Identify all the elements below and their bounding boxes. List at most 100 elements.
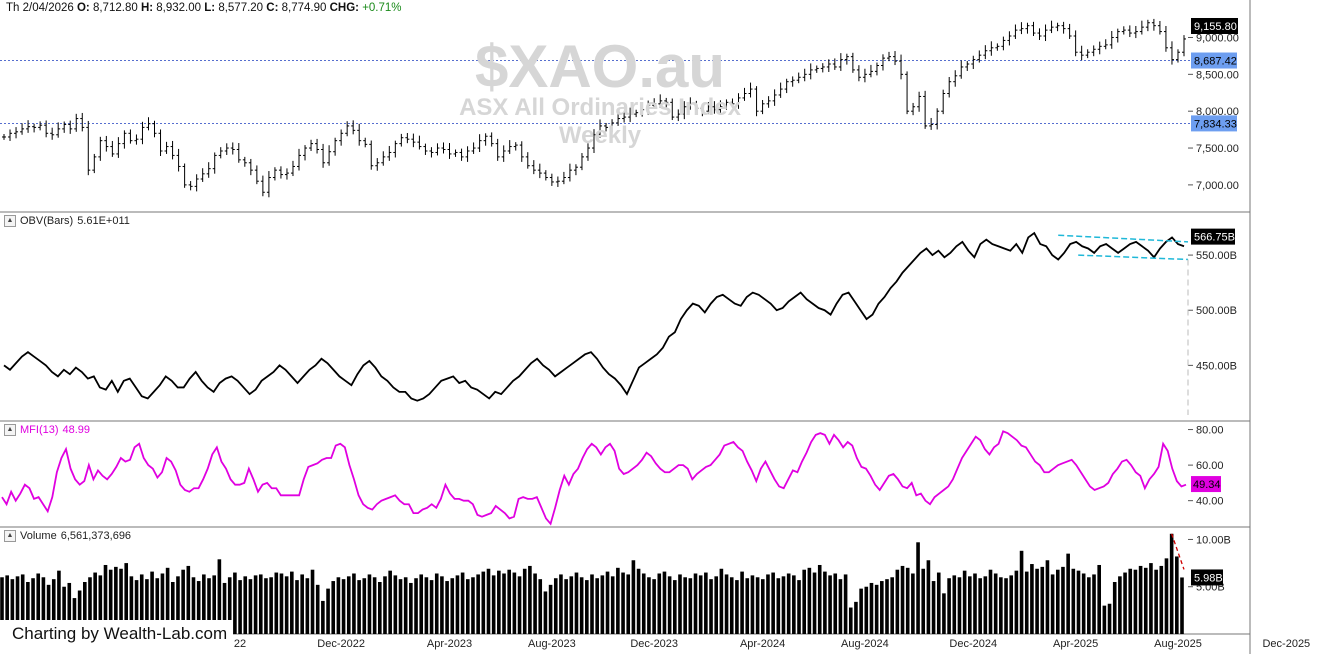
volume-bar xyxy=(569,576,574,634)
x-tick-label: Apr-2024 xyxy=(740,638,785,650)
volume-bar xyxy=(57,570,61,634)
obv-collapse-button[interactable]: ▲ xyxy=(4,215,16,227)
volume-bar xyxy=(978,578,982,634)
volume-bar xyxy=(693,573,698,634)
volume-bar xyxy=(362,578,367,634)
volume-bar xyxy=(662,571,667,634)
volume-bar xyxy=(460,572,465,634)
volume-bar xyxy=(269,577,273,634)
mfi-pane-header: ▲ MFI(13) 48.99 xyxy=(4,424,90,436)
volume-bar xyxy=(1107,603,1112,634)
obv-trend-lower xyxy=(1078,254,1189,261)
volume-pane-value: 6,561,373,696 xyxy=(60,530,132,542)
volume-bar xyxy=(626,574,631,634)
volume-bar xyxy=(507,569,511,634)
volume-bar xyxy=(1133,569,1138,634)
volume-bar xyxy=(222,582,227,634)
volume-bar xyxy=(186,565,191,634)
volume-bar xyxy=(678,574,682,634)
ohlc-readout: Th 2/04/2026 O: 8,712.80 H: 8,932.00 L: … xyxy=(6,2,402,14)
obv-pane-name: OBV(Bars) xyxy=(20,215,74,227)
mfi-tick-label: 80.00 xyxy=(1196,425,1224,437)
volume-bar xyxy=(196,581,201,634)
volume-bar xyxy=(326,588,330,634)
volume-bar xyxy=(864,586,869,634)
volume-bar xyxy=(1138,565,1143,634)
hline-label: 8,687.42 xyxy=(1194,56,1237,68)
price-tick-label: 7,500.00 xyxy=(1196,143,1239,155)
volume-bar xyxy=(543,591,548,634)
obv-last-value: 566.75B xyxy=(1194,232,1235,244)
volume-bar xyxy=(631,560,636,634)
volume-bar xyxy=(641,573,646,634)
volume-bar xyxy=(170,582,175,634)
obv-pane-value: 5.61E+011 xyxy=(77,215,130,227)
volume-bar xyxy=(512,572,517,634)
volume-bar xyxy=(243,576,248,634)
volume-bar xyxy=(1050,574,1055,634)
volume-bar xyxy=(1019,550,1024,634)
x-tick-label: Apr-2025 xyxy=(1053,638,1098,650)
volume-bar xyxy=(108,569,113,634)
volume-bar xyxy=(880,581,884,634)
volume-bar xyxy=(83,582,87,634)
mfi-line xyxy=(1,430,1187,526)
volume-bar xyxy=(559,574,563,634)
volume-bar xyxy=(264,578,268,634)
volume-bar xyxy=(409,582,413,634)
volume-bar xyxy=(1154,569,1158,634)
volume-bar xyxy=(667,576,672,634)
volume-bar xyxy=(1045,560,1050,634)
volume-pane-header: ▲ Volume 6,561,373,696 xyxy=(4,530,131,542)
volume-bar xyxy=(1097,564,1101,634)
volume-bar xyxy=(652,579,656,634)
volume-bar xyxy=(300,574,304,634)
volume-bar xyxy=(828,575,832,634)
volume-last-value: 5.98B xyxy=(1194,572,1223,584)
volume-bar xyxy=(336,577,341,634)
volume-bar xyxy=(595,578,599,634)
volume-bar xyxy=(1014,570,1019,634)
volume-bar xyxy=(517,576,522,634)
volume-bar xyxy=(305,578,310,634)
volume-bar xyxy=(212,575,216,634)
volume-bar xyxy=(1081,573,1086,634)
volume-bar xyxy=(704,572,708,634)
volume-bar xyxy=(274,572,279,634)
volume-bar xyxy=(181,569,185,634)
x-tick-label: Aug-2023 xyxy=(528,638,576,650)
volume-bar xyxy=(983,576,988,634)
mfi-last-value: 49.34 xyxy=(1193,479,1221,491)
high-label: H: xyxy=(140,2,154,14)
volume-bar xyxy=(41,577,46,634)
volume-bar xyxy=(528,565,532,634)
volume-bar xyxy=(310,569,315,634)
volume-bar xyxy=(134,580,139,634)
volume-bar xyxy=(729,577,734,634)
obv-trend-upper xyxy=(1058,234,1189,243)
volume-bar xyxy=(352,573,356,634)
volume-bar xyxy=(491,575,496,634)
volume-bar xyxy=(673,580,677,634)
volume-bar xyxy=(647,577,651,634)
obv-tick-label: 550.00B xyxy=(1196,250,1237,262)
hline-label: 7,834.33 xyxy=(1194,118,1237,130)
volume-bar xyxy=(812,572,817,634)
volume-collapse-button[interactable]: ▲ xyxy=(4,530,16,542)
volume-bar xyxy=(238,580,242,634)
obv-tick-label: 500.00B xyxy=(1196,305,1237,317)
price-tick-label: 9,000.00 xyxy=(1196,32,1239,44)
volume-bar xyxy=(465,579,470,634)
volume-bar xyxy=(1175,556,1179,634)
mfi-collapse-button[interactable]: ▲ xyxy=(4,424,16,436)
volume-bar xyxy=(207,578,211,634)
hline-label-box xyxy=(1191,115,1237,132)
volume-bar xyxy=(455,575,460,634)
volume-bar xyxy=(321,600,325,634)
volume-bar xyxy=(253,575,258,634)
volume-bar xyxy=(119,568,123,634)
volume-bar xyxy=(1087,577,1091,634)
volume-bar xyxy=(698,575,703,634)
obv-pane-header: ▲ OBV(Bars) 5.61E+011 xyxy=(4,215,130,227)
volume-bar xyxy=(1004,578,1008,634)
